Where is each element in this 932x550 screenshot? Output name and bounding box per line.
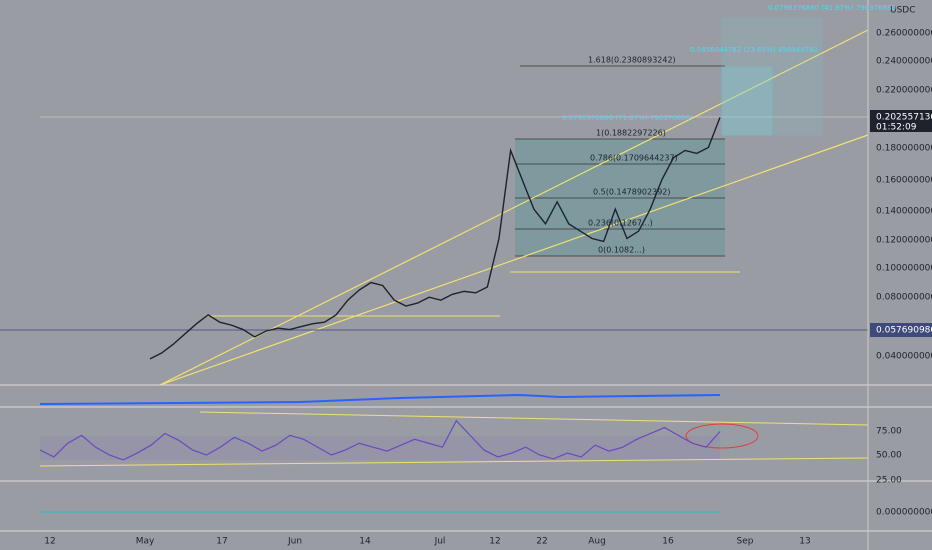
rsi-line [39,419,721,461]
time-tick: 13 [799,537,810,547]
price-tick: 0.2600000000 [876,29,932,39]
fib-label: 0.786(0.1709644237) [590,154,678,163]
fib-label: 1.618(0.2380893242) [588,56,676,65]
time-tick: 22 [536,537,547,547]
macd-tick: 0.0000000000 [876,508,932,518]
volume-line [39,393,721,405]
countdown: 01:52:09 [876,123,917,133]
price-tick: 0.2400000000 [876,57,932,67]
rsi-trend-line [39,457,869,467]
rsi-band [40,436,720,460]
measure-label: 0.0796376880 (41.87%) 796376880 [768,4,896,12]
rsi-tick: 75.00 [876,427,902,437]
rsi-tick: 25.00 [876,476,902,486]
price-tick: 0.2200000000 [876,86,932,96]
measure-box [721,66,773,136]
time-tick: 16 [662,537,674,547]
time-tick: Aug [588,537,606,547]
trend-line [159,134,869,386]
marker-badge [870,323,932,337]
trend-line [159,29,869,386]
currency-label: USDC [890,6,916,16]
fib-label: 0.5(0.1478902392) [593,188,671,197]
measure-label: 0.0796376880 (71.87%) 796376880 [562,114,690,122]
time-tick: 17 [216,537,227,547]
measure-box [721,17,823,136]
fib-label: 1(0.1882297226) [596,129,666,138]
price-tick: 0.1800000000 [876,144,932,154]
measure-label: 0.0456044782 (23.65%) 456044782 [690,46,818,54]
time-tick: Jun [287,537,302,547]
price-tick: 0.0400000000 [876,352,932,362]
time-tick: May [136,537,155,547]
rsi-trend-line [199,411,869,426]
price-tick: 0.0800000000 [876,293,932,303]
rsi-tick: 50.00 [876,451,902,461]
price-badge [870,110,932,132]
time-tick: 12 [44,537,55,547]
time-tick: Jul [434,537,446,547]
price-tick: 0.1600000000 [876,176,932,186]
price-tick: 0.1400000000 [876,207,932,217]
time-tick: 14 [359,537,371,547]
time-tick: Sep [737,537,754,547]
current-price: 0.2025571367 [876,113,932,123]
fib-label: 0(0.1082...) [598,246,645,255]
time-tick: 12 [489,537,500,547]
price-tick: 0.1000000000 [876,264,932,274]
marker-price: 0.0576909861 [876,326,932,336]
price-tick: 0.1200000000 [876,236,932,246]
rsi-annotation [685,423,759,449]
price-line [149,117,721,360]
